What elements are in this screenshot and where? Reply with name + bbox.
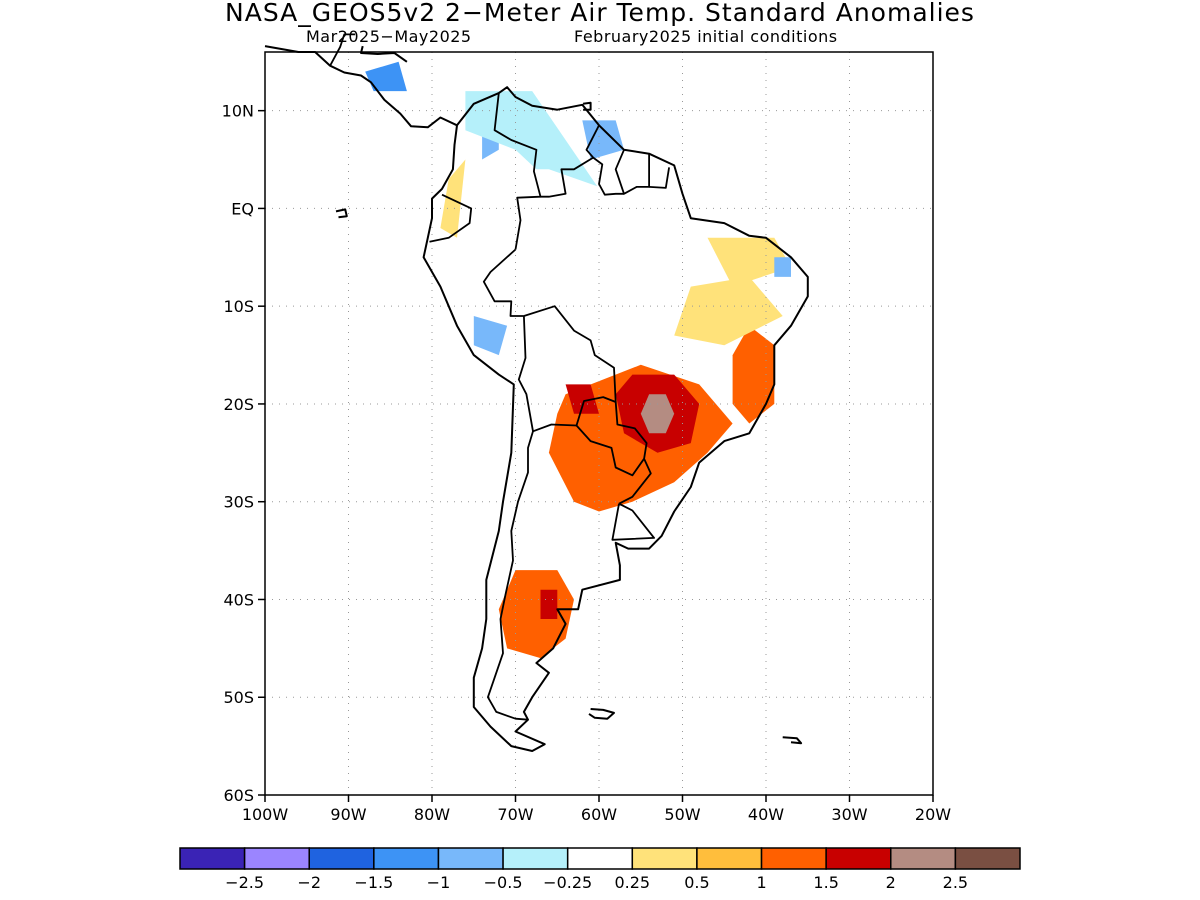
border-bolivia — [517, 305, 617, 433]
colorbar-swatch — [566, 847, 634, 870]
colorbar-swatch — [437, 847, 504, 870]
anomaly-region — [582, 120, 624, 160]
anomaly-region — [365, 61, 407, 92]
lon-tick-label: 90W — [330, 805, 366, 824]
border-chile-argentina — [486, 431, 534, 721]
lat-tick-label: 10N — [222, 102, 254, 121]
lon-tick-label: 20W — [915, 805, 951, 824]
lon-tick-label: 50W — [664, 805, 700, 824]
colorbar-swatch — [502, 847, 569, 870]
anomaly-region — [732, 325, 775, 424]
colorbar-swatch — [696, 847, 763, 870]
colorbar-swatch — [890, 847, 957, 870]
coastline-trinidad — [582, 101, 592, 111]
colorbar-label: −0.25 — [543, 873, 592, 892]
lat-tick-label: 60S — [223, 786, 254, 805]
colorbar-label: −1.5 — [354, 873, 393, 892]
coastlines-borders — [264, 33, 809, 752]
lat-tick-label: EQ — [231, 199, 254, 218]
colorbar-label: 0.5 — [684, 873, 709, 892]
colorbar-label: −2 — [297, 873, 321, 892]
anomaly-region — [565, 384, 599, 414]
border-ecuador-peru — [429, 193, 473, 243]
colorbar-swatch — [954, 847, 1021, 870]
forecast-period-subtitle: Mar2025−May2025 — [306, 27, 472, 46]
lat-tick-label: 10S — [223, 297, 254, 316]
border-peru-brazil — [482, 248, 524, 317]
border-argentina-brazil — [618, 458, 652, 505]
initial-conditions-subtitle: February2025 initial conditions — [574, 27, 838, 46]
border-colombia-venezuela — [493, 92, 542, 250]
anomaly-region — [482, 169, 666, 316]
anomaly-region — [707, 237, 791, 287]
anomaly-region — [473, 316, 508, 356]
border-guyana-brazil — [592, 156, 624, 196]
lon-tick-label: 80W — [414, 805, 450, 824]
border-guyanas — [614, 149, 650, 195]
colorbar-swatch — [243, 847, 310, 870]
colorbar-label: 1.5 — [813, 873, 838, 892]
coastline-south-georgia — [782, 736, 803, 745]
anomaly-region — [440, 159, 466, 238]
lon-tick-label: 100W — [242, 805, 289, 824]
lon-tick-label: 70W — [497, 805, 533, 824]
coastline-central-america — [264, 45, 458, 129]
colorbar-label: −1 — [427, 873, 451, 892]
colorbar-swatch — [308, 847, 375, 870]
colorbar-swatch — [825, 847, 892, 870]
colorbar-swatch — [373, 847, 440, 870]
lon-tick-label: 40W — [748, 805, 784, 824]
colorbar-label: −2.5 — [225, 873, 264, 892]
colorbar-label: −0.5 — [484, 873, 523, 892]
graticule — [265, 52, 933, 795]
border-mexico-central — [329, 33, 356, 67]
anomaly-region — [465, 91, 599, 189]
coastline-galapagos — [335, 208, 348, 219]
anomaly-region — [674, 276, 783, 346]
lat-tick-label: 40S — [223, 590, 254, 609]
colorbar-label: 2 — [886, 873, 896, 892]
coastline-south-america — [422, 86, 809, 752]
anomaly-fields — [365, 61, 791, 659]
anomaly-region — [540, 316, 616, 375]
border-french-guiana — [649, 167, 670, 189]
colorbar-label: 1 — [756, 873, 766, 892]
colorbar-label: 2.5 — [943, 873, 968, 892]
colorbar-swatch — [760, 847, 827, 870]
border-venezuela-guyana — [540, 124, 600, 198]
map-title: NASA_GEOS5v2 2−Meter Air Temp. Standard … — [225, 0, 975, 27]
colorbar-swatch — [631, 847, 698, 870]
lon-tick-label: 30W — [831, 805, 867, 824]
anomaly-region — [640, 394, 675, 434]
coastline-falklands — [588, 708, 615, 720]
anomaly-region — [540, 589, 558, 619]
colorbar: −2.5 −2 −1.5 −1 −0.5 −0.25 0.25 0.5 1 1.5 2 2.5 — [179, 847, 1021, 892]
lat-tick-label: 30S — [223, 493, 254, 512]
border-uruguay — [611, 502, 655, 541]
border-paraguay — [575, 401, 648, 477]
anomaly-region — [498, 570, 574, 659]
colorbar-label: 0.25 — [614, 873, 650, 892]
coastline-central-america-north — [360, 45, 408, 63]
colorbar-swatch — [179, 847, 246, 870]
lat-tick-label: 20S — [223, 395, 254, 414]
lat-tick-label: 50S — [223, 688, 254, 707]
anomaly-region — [774, 257, 791, 277]
lon-tick-label: 60W — [581, 805, 617, 824]
